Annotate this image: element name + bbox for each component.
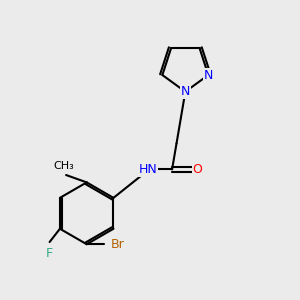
Text: O: O [193, 163, 202, 176]
Text: HN: HN [138, 163, 157, 176]
Text: N: N [181, 85, 190, 98]
Text: Br: Br [110, 238, 124, 251]
Text: N: N [204, 68, 213, 82]
Text: CH₃: CH₃ [53, 161, 74, 172]
Text: F: F [46, 247, 53, 260]
